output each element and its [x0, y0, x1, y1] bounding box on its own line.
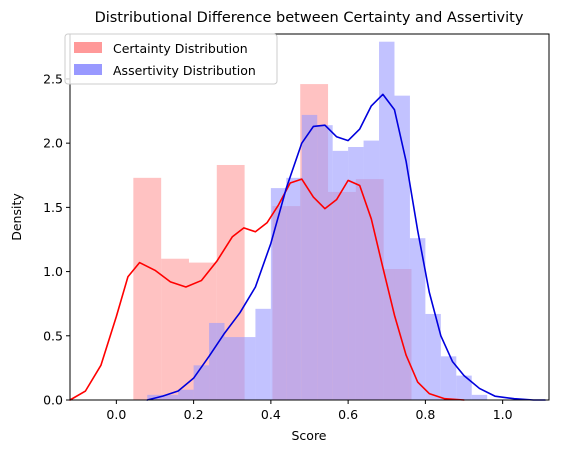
bar-assertivity-7 — [255, 308, 271, 400]
bar-assertivity-14 — [363, 140, 380, 400]
bar-assertivity-8 — [270, 188, 287, 400]
legend-label-certainty: Certainty Distribution — [113, 41, 248, 56]
bar-assertivity-1 — [162, 394, 179, 400]
bar-certainty-0 — [133, 177, 162, 400]
legend-label-assertivity: Assertivity Distribution — [113, 63, 256, 78]
y-axis-label: Density — [9, 193, 24, 241]
bar-assertivity-15 — [379, 41, 395, 400]
bar-assertivity-9 — [286, 177, 302, 400]
bar-assertivity-19 — [440, 356, 457, 400]
bar-assertivity-21 — [471, 394, 488, 400]
bar-assertivity-6 — [239, 337, 256, 400]
kde-layer — [69, 93, 546, 401]
bar-assertivity-10 — [301, 114, 318, 400]
x-axis: 0.0 0.2 0.4 0.6 0.8 1.0 — [106, 400, 513, 422]
bar-assertivity-11 — [317, 125, 333, 400]
bar-assertivity-12 — [332, 150, 349, 400]
y-axis: 0.0 0.5 1.0 1.5 2.0 2.5 — [43, 71, 70, 408]
y-tick-label-4: 2.0 — [43, 136, 63, 151]
bar-assertivity-17 — [409, 238, 426, 400]
bar-assertivity-16 — [394, 95, 410, 401]
y-tick-label-2: 1.0 — [43, 264, 63, 279]
kde-line-certainty — [69, 178, 465, 401]
y-tick-label-3: 1.5 — [43, 200, 63, 215]
bar-assertivity-13 — [348, 147, 364, 400]
x-tick-label-0: 0.0 — [106, 407, 126, 422]
bar-assertivity-2 — [178, 389, 194, 400]
bar-assertivity-20 — [456, 375, 472, 400]
kde-line-assertivity — [146, 93, 546, 401]
bar-certainty-1 — [161, 258, 189, 400]
bar-assertivity-5 — [224, 337, 240, 400]
y-tick-label-1: 0.5 — [43, 328, 63, 343]
legend: Certainty Distribution Assertivity Distr… — [64, 33, 278, 85]
bar-assertivity-4 — [209, 322, 225, 400]
legend-swatch-certainty — [74, 42, 102, 53]
chart-title: Distributional Difference between Certai… — [95, 10, 524, 26]
bar-assertivity-3 — [193, 365, 210, 400]
x-tick-label-4: 0.8 — [415, 407, 435, 422]
x-tick-label-1: 0.2 — [184, 407, 204, 422]
bars-layer — [133, 41, 488, 401]
legend-swatch-assertivity — [74, 64, 102, 75]
x-tick-label-5: 1.0 — [493, 407, 513, 422]
x-tick-label-3: 0.6 — [338, 407, 358, 422]
y-tick-label-5: 2.5 — [43, 71, 63, 86]
legend-box — [64, 33, 278, 85]
x-tick-label-2: 0.4 — [261, 407, 281, 422]
bar-assertivity-18 — [425, 313, 441, 400]
plot-frame — [69, 33, 550, 401]
x-axis-label: Score — [291, 428, 326, 443]
y-tick-label-0: 0.0 — [43, 393, 63, 408]
